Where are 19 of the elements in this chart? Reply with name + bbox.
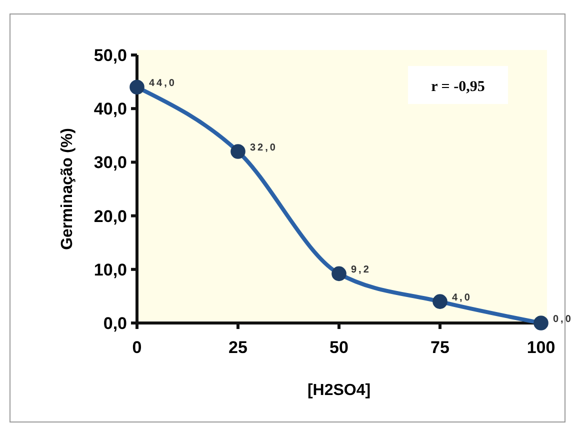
y-tick-label: 20,0	[94, 206, 127, 226]
x-axis-title: [H2SO4]	[307, 382, 371, 399]
x-tick-label: 25	[228, 338, 248, 357]
x-tick-label: 0	[132, 338, 142, 357]
y-axis-title: Germinação (%)	[59, 128, 76, 250]
data-label: 0,0	[553, 314, 573, 325]
y-tick-label: 50,0	[94, 46, 127, 65]
y-tick-label: 10,0	[94, 260, 127, 280]
x-tick-label: 100	[526, 338, 556, 357]
x-tick-label: 50	[330, 338, 348, 357]
y-tick-label: 40,0	[94, 100, 127, 119]
annotation: r = -0,95	[431, 79, 485, 95]
data-label: 32,0	[250, 142, 278, 154]
data-label: 9,2	[351, 264, 371, 276]
data-label: 4,0	[452, 292, 472, 304]
y-tick-label: 0,0	[103, 314, 127, 333]
x-tick-label: 75	[430, 338, 450, 357]
data-label: 44,0	[149, 78, 176, 90]
y-tick-label: 30,0	[94, 153, 127, 172]
